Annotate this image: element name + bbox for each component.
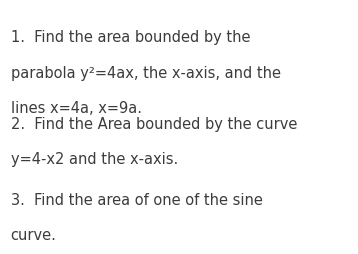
Text: 3.  Find the area of one of the sine: 3. Find the area of one of the sine [11, 193, 263, 208]
Text: y=4-x2 and the x-axis.: y=4-x2 and the x-axis. [11, 152, 178, 167]
Text: parabola y²=4ax, the x-axis, and the: parabola y²=4ax, the x-axis, and the [11, 66, 281, 81]
Text: 1.  Find the area bounded by the: 1. Find the area bounded by the [11, 30, 250, 45]
Text: lines x=4a, x=9a.: lines x=4a, x=9a. [11, 101, 142, 116]
Text: curve.: curve. [11, 228, 57, 243]
Text: 2.  Find the Area bounded by the curve: 2. Find the Area bounded by the curve [11, 117, 297, 132]
